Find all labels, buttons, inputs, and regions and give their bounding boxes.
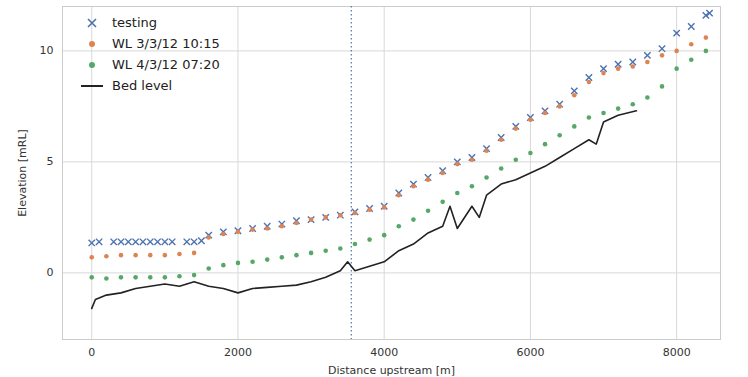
svg-text:4000: 4000 [370, 346, 398, 359]
html-text:testing: testing [112, 15, 158, 30]
svg-text:0: 0 [47, 266, 54, 279]
svg-text:10: 10 [40, 44, 54, 57]
svg-text:Distance upstream [m]: Distance upstream [m] [328, 364, 455, 377]
html-text:WL 4/3/12 07:20: WL 4/3/12 07:20 [112, 57, 220, 72]
html-text:WL 3/3/12 10:15: WL 3/3/12 10:15 [112, 36, 220, 51]
svg-text:0: 0 [88, 346, 95, 359]
html-text:Bed level: Bed level [112, 78, 173, 93]
svg-text:5: 5 [47, 155, 54, 168]
svg-text:6000: 6000 [516, 346, 544, 359]
svg-text:8000: 8000 [663, 346, 691, 359]
svg-text:Elevation [mRL]: Elevation [mRL] [16, 129, 29, 217]
svg-text:2000: 2000 [224, 346, 252, 359]
